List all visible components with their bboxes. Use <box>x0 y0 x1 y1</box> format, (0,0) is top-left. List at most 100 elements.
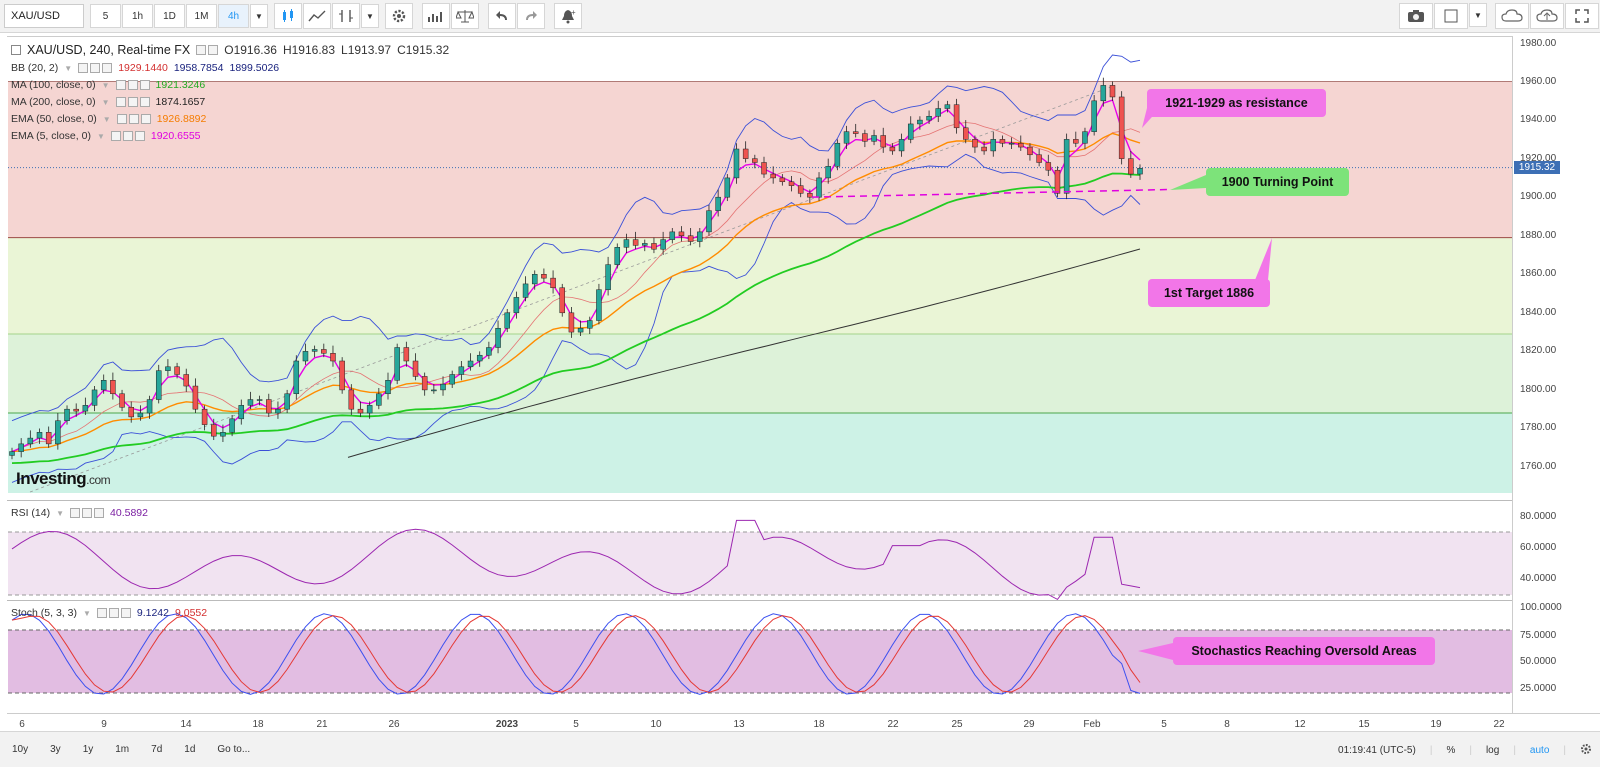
range-1d-button[interactable]: 1d <box>184 744 196 755</box>
candle <box>73 408 79 412</box>
fullscreen-icon[interactable] <box>1565 3 1599 29</box>
candle <box>1008 142 1015 145</box>
x-tick: 12 <box>1294 719 1306 730</box>
top-toolbar: XAU/USD 5 1h 1D 1M 4h ▼ ▼ + ▼ <box>0 0 1600 33</box>
close-value: C1915.32 <box>397 43 450 57</box>
ema50-legend-controls[interactable] <box>116 114 151 124</box>
candle <box>715 196 721 211</box>
stoch-legend-controls[interactable] <box>96 608 131 618</box>
y-tick-1800: 1800.00 <box>1520 384 1557 395</box>
candle <box>577 327 584 333</box>
stoch-legend: Stoch (5, 3, 3) ▼ 9.1242 9.0552 <box>11 607 208 619</box>
stochastics-callout[interactable]: Stochastics Reaching Oversold Areas <box>1173 637 1435 665</box>
y-tick-1940: 1940.00 <box>1520 114 1557 125</box>
turning-point-callout[interactable]: 1900 Turning Point <box>1206 168 1349 196</box>
timeframe-5m-button[interactable]: 5 <box>90 4 121 28</box>
bb-upper-line <box>11 54 1141 422</box>
x-tick-year: 2023 <box>495 719 519 730</box>
rsi-value: 40.5892 <box>110 507 148 519</box>
collapse-icon[interactable] <box>11 45 21 55</box>
y-tick-1960: 1960.00 <box>1520 76 1557 87</box>
bb-legend-controls[interactable] <box>78 63 113 73</box>
compare-icon[interactable] <box>332 3 360 29</box>
range-10y-button[interactable]: 10y <box>12 744 29 755</box>
candle <box>486 347 492 356</box>
settings-gear-icon[interactable] <box>1580 743 1592 758</box>
candle <box>476 354 483 362</box>
clock-time: 01:19:41 (UTC-5) <box>1338 744 1416 756</box>
bb-legend: BB (20, 2) ▼ 1929.1440 1958.7854 1899.502… <box>11 62 280 74</box>
candle <box>128 407 134 418</box>
layout-icon[interactable] <box>1434 3 1468 29</box>
range-1m-button[interactable]: 1m <box>115 744 130 755</box>
candle <box>36 432 43 439</box>
candle <box>852 131 859 134</box>
candle <box>1036 154 1042 163</box>
range-3y-button[interactable]: 3y <box>50 744 61 755</box>
y-tick-1860: 1860.00 <box>1520 268 1557 279</box>
investing-logo: Investing.com <box>16 469 111 488</box>
candle <box>366 405 373 414</box>
log-toggle[interactable]: log <box>1485 744 1500 756</box>
ma100-line <box>11 172 1141 464</box>
chart-type-dropdown-icon[interactable]: ▼ <box>361 4 379 28</box>
legend-controls[interactable] <box>196 45 219 55</box>
range-1y-button[interactable]: 1y <box>82 744 94 755</box>
ema5-line <box>11 99 1141 453</box>
svg-text:+: + <box>571 8 576 17</box>
range-7d-button[interactable]: 7d <box>151 744 163 755</box>
bb-middle-line <box>11 122 1141 452</box>
redo-icon[interactable] <box>517 3 545 29</box>
rsi-legend-controls[interactable] <box>70 508 105 518</box>
symbol-input[interactable]: XAU/USD <box>4 4 84 28</box>
ma100-legend-controls[interactable] <box>115 80 150 90</box>
candle <box>330 353 336 362</box>
candle <box>1128 158 1134 175</box>
timeframe-4h-button[interactable]: 4h <box>218 4 249 28</box>
balance-scale-icon[interactable] <box>451 3 479 29</box>
ma100-legend: MA (100, close, 0) ▼ 1921.3246 <box>11 79 206 91</box>
candle <box>724 177 731 198</box>
resistance-callout[interactable]: 1921-1929 as resistance <box>1147 89 1326 117</box>
stoch-callout-pointer <box>1138 643 1173 660</box>
candle <box>687 235 694 242</box>
candles-icon[interactable] <box>274 3 302 29</box>
main-legend: XAU/USD, 240, Real-time FX O1916.36 H191… <box>11 43 449 57</box>
goto-button[interactable]: Go to... <box>217 744 251 755</box>
y-tick-1760: 1760.00 <box>1520 461 1557 472</box>
timeframe-1d-button[interactable]: 1D <box>154 4 185 28</box>
candle <box>146 399 153 414</box>
camera-icon[interactable] <box>1399 3 1433 29</box>
candle <box>953 104 960 129</box>
ema50-legend: EMA (50, close, 0) ▼ 1926.8892 <box>11 113 207 125</box>
candle <box>898 139 905 152</box>
x-tick: 8 <box>1224 719 1230 730</box>
settings-gear-icon[interactable] <box>385 3 413 29</box>
candle <box>385 380 391 395</box>
alert-bell-icon[interactable]: + <box>554 3 582 29</box>
candle <box>825 166 831 179</box>
candle <box>247 399 254 406</box>
y-tick-1900: 1900.00 <box>1520 191 1557 202</box>
ema5-legend-controls[interactable] <box>110 131 145 141</box>
line-chart-icon[interactable] <box>303 3 331 29</box>
candle <box>211 424 217 437</box>
indicators-icon[interactable] <box>422 3 450 29</box>
cloud-load-icon[interactable] <box>1495 3 1529 29</box>
timeframe-1h-button[interactable]: 1h <box>122 4 153 28</box>
percent-toggle[interactable]: % <box>1446 744 1456 756</box>
candle <box>440 383 446 391</box>
timeframe-dropdown-icon[interactable]: ▼ <box>250 4 268 28</box>
support-zone-2 <box>8 334 1512 414</box>
candle <box>935 108 941 117</box>
candle <box>788 181 795 186</box>
ma200-legend-controls[interactable] <box>115 97 150 107</box>
undo-icon[interactable] <box>488 3 516 29</box>
cloud-save-icon[interactable] <box>1530 3 1564 29</box>
target-callout[interactable]: 1st Target 1886 <box>1148 279 1270 307</box>
stoch-d-line <box>11 615 1141 693</box>
layout-dropdown-icon[interactable]: ▼ <box>1469 3 1487 27</box>
auto-toggle[interactable]: auto <box>1529 744 1550 756</box>
timeframe-1m-button[interactable]: 1M <box>186 4 217 28</box>
x-tick: 14 <box>180 719 192 730</box>
